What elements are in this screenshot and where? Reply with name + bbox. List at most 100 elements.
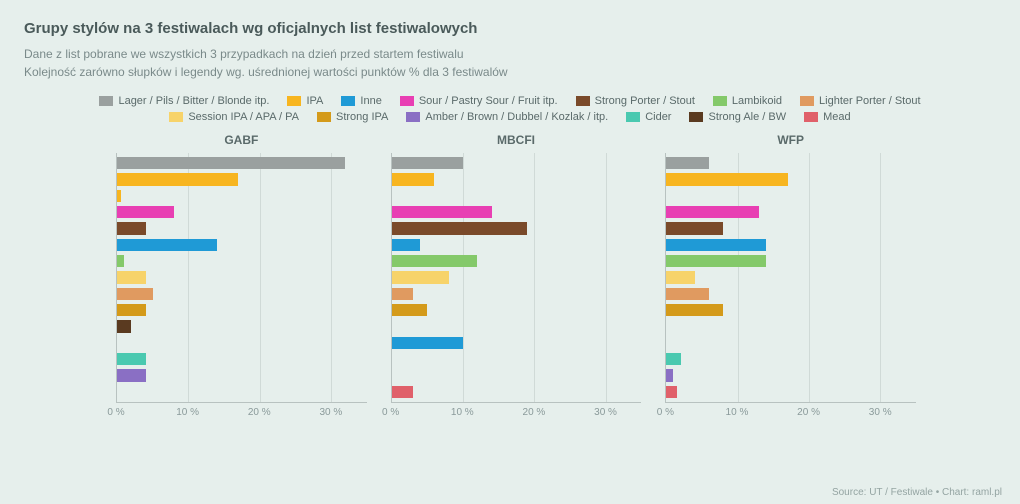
plot-area	[391, 153, 642, 403]
bar	[392, 271, 449, 283]
bar	[117, 288, 153, 300]
panel-title: GABF	[116, 133, 367, 147]
bar	[666, 157, 709, 169]
x-tick: 20 %	[797, 407, 820, 418]
chart-subtitle: Dane z list pobrane we wszystkich 3 przy…	[24, 45, 996, 81]
chart-container: Grupy stylów na 3 festiwalach wg oficjal…	[0, 0, 1020, 429]
legend-swatch	[169, 112, 183, 122]
bar	[117, 173, 238, 185]
bar	[666, 271, 695, 283]
legend-item: Amber / Brown / Dubbel / Kozlak / itp.	[406, 111, 608, 123]
x-axis: 0 %10 %20 %30 %	[391, 407, 642, 421]
legend-item: Cider	[626, 111, 671, 123]
bar	[392, 206, 492, 218]
x-tick: 30 %	[594, 407, 617, 418]
bar	[666, 386, 677, 398]
x-tick: 20 %	[248, 407, 271, 418]
bar	[392, 304, 428, 316]
plot-area	[665, 153, 916, 403]
bar	[117, 206, 174, 218]
legend-item: Lighter Porter / Stout	[800, 95, 921, 107]
legend-swatch	[400, 96, 414, 106]
legend-label: Mead	[823, 111, 851, 123]
bar	[666, 173, 787, 185]
bars-group	[666, 157, 916, 398]
x-tick: 10 %	[726, 407, 749, 418]
bar	[666, 369, 673, 381]
legend-swatch	[317, 112, 331, 122]
x-tick: 0 %	[657, 407, 674, 418]
bar	[392, 255, 478, 267]
bar	[666, 304, 723, 316]
bar	[392, 222, 528, 234]
bar	[666, 222, 723, 234]
bar	[117, 304, 146, 316]
bar	[117, 157, 345, 169]
chart-title: Grupy stylów na 3 festiwalach wg oficjal…	[24, 20, 996, 37]
legend-item: Inne	[341, 95, 381, 107]
legend-swatch	[287, 96, 301, 106]
bar	[117, 320, 131, 332]
chart-panel: MBCFI0 %10 %20 %30 %	[391, 133, 642, 421]
legend-label: Strong Ale / BW	[708, 111, 786, 123]
legend-item: Mead	[804, 111, 851, 123]
bar	[666, 255, 766, 267]
legend: Lager / Pils / Bitter / Blonde itp. IPA In…	[24, 95, 996, 123]
charts-row: GABF 0 % 10 % 20 % 30 % MBCFI 0 % 10 % 20 % 30 % W…	[24, 133, 996, 421]
legend-item: Session IPA / APA / PA	[169, 111, 299, 123]
legend-label: Amber / Brown / Dubbel / Kozlak / itp.	[425, 111, 608, 123]
legend-label: Cider	[645, 111, 671, 123]
panel-title: WFP	[665, 133, 916, 147]
legend-swatch	[800, 96, 814, 106]
legend-swatch	[99, 96, 113, 106]
legend-swatch	[713, 96, 727, 106]
bar	[117, 255, 124, 267]
bar	[392, 386, 413, 398]
legend-label: Lighter Porter / Stout	[819, 95, 921, 107]
legend-swatch	[341, 96, 355, 106]
legend-swatch	[576, 96, 590, 106]
bar	[666, 288, 709, 300]
legend-item: Lager / Pils / Bitter / Blonde itp.	[99, 95, 269, 107]
x-tick: 0 %	[107, 407, 124, 418]
legend-swatch	[406, 112, 420, 122]
x-axis: 0 %10 %20 %30 %	[665, 407, 916, 421]
legend-item: Strong Porter / Stout	[576, 95, 695, 107]
bar	[117, 190, 121, 202]
bar	[117, 369, 146, 381]
legend-swatch	[804, 112, 818, 122]
chart-panel: GABF0 %10 %20 %30 %	[116, 133, 367, 421]
bar	[392, 239, 421, 251]
x-axis: 0 %10 %20 %30 %	[116, 407, 367, 421]
bars-group	[117, 157, 367, 398]
legend-item: IPA	[287, 95, 323, 107]
x-tick: 20 %	[523, 407, 546, 418]
bar	[392, 157, 463, 169]
bar	[117, 271, 146, 283]
legend-label: Session IPA / APA / PA	[188, 111, 299, 123]
x-tick: 0 %	[382, 407, 399, 418]
x-tick: 10 %	[451, 407, 474, 418]
bar	[666, 239, 766, 251]
legend-label: IPA	[306, 95, 323, 107]
bar	[392, 173, 435, 185]
legend-label: Inne	[360, 95, 381, 107]
legend-swatch	[626, 112, 640, 122]
x-tick: 10 %	[176, 407, 199, 418]
bar	[117, 239, 217, 251]
bar	[392, 337, 463, 349]
bar	[392, 288, 413, 300]
legend-label: Lager / Pils / Bitter / Blonde itp.	[118, 95, 269, 107]
x-tick: 30 %	[319, 407, 342, 418]
legend-label: Sour / Pastry Sour / Fruit itp.	[419, 95, 558, 107]
bar	[117, 222, 146, 234]
bars-group	[392, 157, 642, 398]
bar	[666, 353, 680, 365]
legend-item: Sour / Pastry Sour / Fruit itp.	[400, 95, 558, 107]
footer-credit: Source: UT / Festiwale • Chart: raml.pl	[832, 487, 1002, 498]
panel-title: MBCFI	[391, 133, 642, 147]
bar	[666, 206, 759, 218]
plot-area	[116, 153, 367, 403]
legend-item: Lambikoid	[713, 95, 782, 107]
x-tick: 30 %	[869, 407, 892, 418]
